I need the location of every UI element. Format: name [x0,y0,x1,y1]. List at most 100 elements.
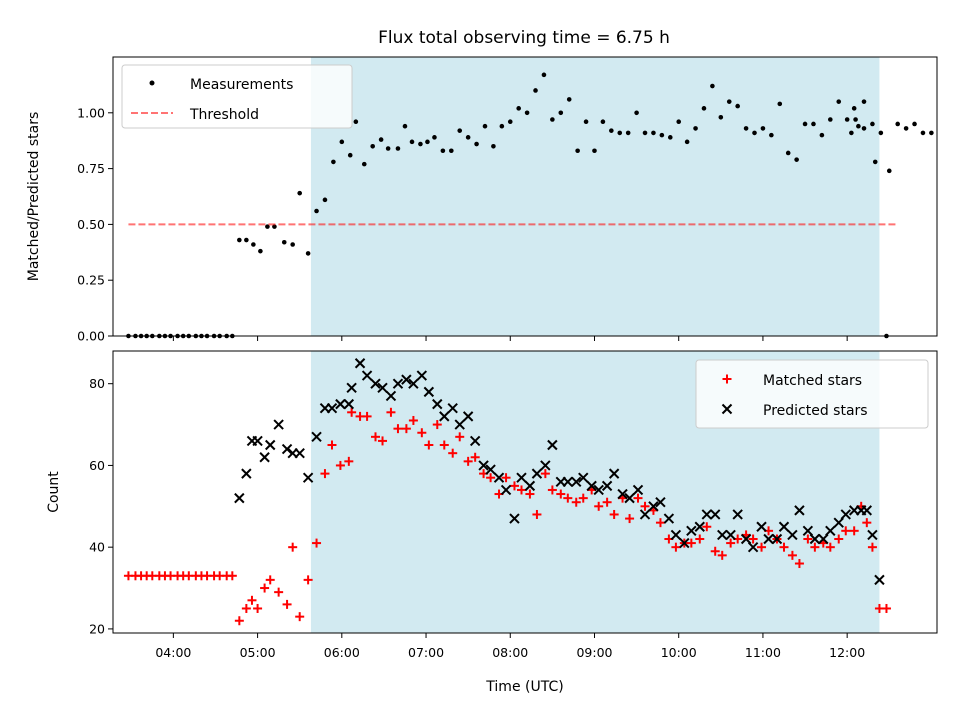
measurement-point [290,242,295,247]
predicted-star-point [416,370,428,381]
measurement-point [861,126,867,131]
measurement-point [819,132,825,138]
top-legend-box [121,64,353,129]
measurement-point [566,97,572,102]
matched-star-point [849,526,859,536]
matched-star-point [486,473,496,483]
predicted-star-point [840,509,851,520]
matched-star-point [463,456,473,466]
measurement-point [886,168,892,174]
matched-star-point [726,538,736,548]
matched-star-point [578,493,588,503]
predicted-star-point [343,398,355,410]
measurement-point [851,106,857,111]
matched-star-point [516,485,526,495]
predicted-star-point [639,509,651,520]
measurement-point [743,126,749,131]
measurement-point [651,130,656,136]
measurement-point [339,139,345,145]
measurement-point [895,121,900,127]
predicted-star-point [370,378,381,389]
measurement-point [491,143,496,149]
top-y-ticks: 0.00 0.25 0.50 0.75 1.00 [77,105,113,344]
bottom-panel: 20 40 60 80 04:00 05:00 06:00 07:00 08:00 09:00 1… [46,350,938,695]
measurement-point [507,119,513,125]
matched-star-point [594,501,604,511]
matched-star-point [295,612,305,622]
measurement-point [785,150,791,156]
matched-star-point [834,534,844,544]
top-axes-frame [112,56,938,337]
matched-star-point [455,432,465,442]
x-tick-label: 06:00 [324,645,360,660]
measurement-point [592,148,597,154]
predicted-star-point [462,411,474,422]
top-shaded-region [310,57,880,336]
x-tick-label: 05:00 [240,645,276,660]
predicted-star-point [408,378,419,389]
measurement-point [575,148,580,154]
x-tick-label: 07:00 [408,645,444,660]
measurement-point [760,126,766,131]
y-tick-label: 0.25 [77,273,105,288]
bottom-marks [123,358,891,626]
measurement-point [314,208,319,214]
y-tick-label: 60 [89,458,105,473]
matched-star-point [501,473,511,483]
predicted-star-point [454,419,465,430]
x-axis-label: Time (UTC) [485,679,563,695]
predicted-star-point [377,382,388,393]
measurement-point [920,130,926,136]
matched-star-point [408,415,418,425]
matched-star-point [335,460,345,470]
measurement-point [726,99,732,104]
matched-star-point [312,538,322,548]
matched-star-point [327,440,337,450]
chart-title: Flux total observing time = 6.75 h [378,28,670,48]
predicted-star-point [531,468,543,479]
matched-star-point [841,526,851,536]
measurement-point [465,135,471,140]
measurement-point [684,139,690,145]
matched-star-point [748,534,758,544]
matched-star-point [241,603,251,613]
matched-star-point [702,522,712,532]
y-tick-label: 80 [89,376,105,391]
predicted-star-point [778,521,790,532]
measurement-point [836,99,842,104]
measurement-point [457,128,463,133]
predicted-star-point [763,533,774,545]
predicted-star-point [281,443,293,455]
predicted-star-point [732,509,743,520]
bottom-y-ticks: 20 40 60 80 [89,376,113,636]
measurement-point [385,146,391,151]
measurement-point [617,130,623,136]
measurement-point [870,121,875,127]
legend-predicted-marker [721,403,733,415]
matched-star-point [867,542,877,552]
predicted-star-point [516,472,527,483]
predicted-star-point [833,517,844,528]
bottom-legend-box [695,359,929,429]
predicted-star-point [273,419,284,430]
x-tick-label: 10:00 [661,645,697,660]
measurement-point [272,224,277,229]
matched-star-point [288,542,298,552]
matched-star-point [424,440,434,450]
matched-star-point [253,603,263,613]
measurement-point [856,123,861,129]
matched-star-point [881,603,891,613]
predicted-star-point [725,529,736,541]
x-tick-label: 11:00 [745,645,781,660]
matched-star-point [417,428,427,438]
matched-star-point [794,559,804,569]
matched-star-point [695,534,705,544]
predicted-star-point [346,382,357,393]
measurement-point [667,135,673,140]
matched-star-point [470,452,480,462]
y-tick-label: 1.00 [77,105,105,120]
matched-star-point [633,493,643,503]
measurement-point [872,159,878,165]
measurement-point [516,106,521,111]
measurement-point [558,110,564,116]
